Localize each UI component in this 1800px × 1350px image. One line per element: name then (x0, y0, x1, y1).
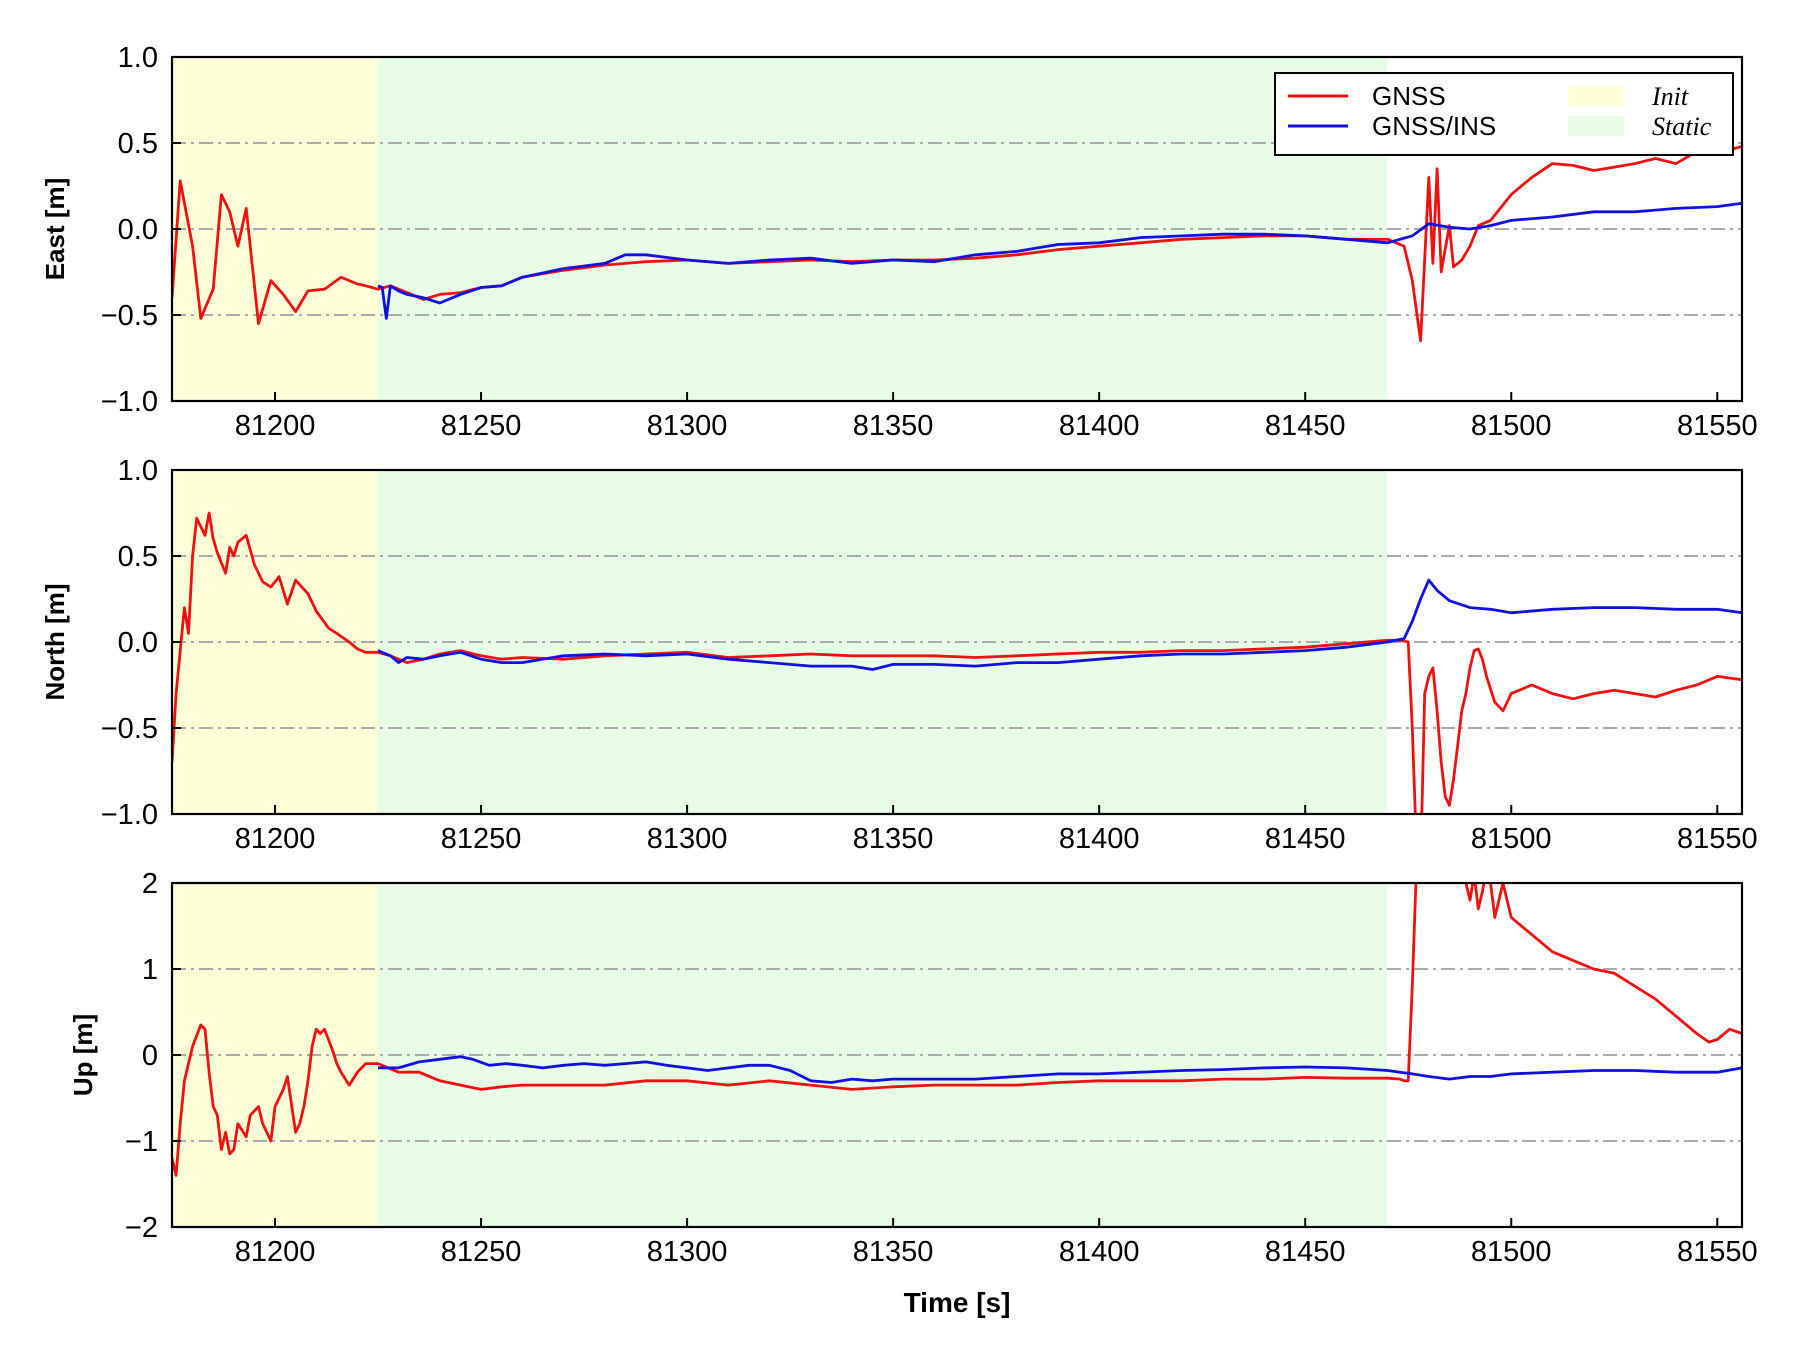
legend-static-swatch (1568, 116, 1624, 136)
up-x-tick-label-81250: 81250 (441, 1236, 522, 1268)
north-x-tick-label-81400: 81400 (1059, 823, 1140, 855)
up-x-tick-label-81350: 81350 (853, 1236, 934, 1268)
north-y-tick-label-2: 0.0 (118, 627, 158, 659)
legend-box (1274, 72, 1734, 156)
east-x-tick-label-81500: 81500 (1471, 410, 1552, 442)
legend-init-swatch (1568, 86, 1624, 106)
north-y-tick-label-3: −0.5 (101, 713, 158, 745)
up-x-tick-label-81550: 81550 (1677, 1236, 1758, 1268)
east-panel: 81200 81250 81300 81350 81400 81450 81500 81550… (40, 42, 1758, 442)
north-panel: 81200 81250 81300 81350 81400 81450 81500 81550… (40, 455, 1758, 855)
up-panel: 81200 81250 81300 81350 81400 81450 81500 81550… (68, 868, 1758, 1268)
east-x-tick-label-81250: 81250 (441, 410, 522, 442)
east-y-axis-label: East [m] (40, 178, 70, 281)
up-series (172, 883, 1742, 1177)
east-x-tick-label-81450: 81450 (1265, 410, 1346, 442)
legend-init-label: Init (1651, 82, 1689, 111)
up-y-ticks: 2 1 0 −1 −2 (125, 868, 181, 1244)
north-series-gnss (172, 511, 1742, 814)
north-x-tick-label-81300: 81300 (647, 823, 728, 855)
north-x-tick-label-81250: 81250 (441, 823, 522, 855)
legend: GNSS GNSS/INS Init Static (1274, 72, 1734, 156)
north-axes-frame (170, 468, 1744, 816)
east-y-tick-label-3: −0.5 (101, 300, 158, 332)
east-y-tick-label-4: −1.0 (101, 386, 158, 418)
north-x-tick-label-81550: 81550 (1677, 823, 1758, 855)
east-x-tick-label-81550: 81550 (1677, 410, 1758, 442)
east-axes-frame (170, 55, 1744, 403)
up-x-tick-label-81300: 81300 (647, 1236, 728, 1268)
north-y-ticks: 1.0 0.5 0.0 −0.5 −1.0 (101, 455, 181, 831)
up-y-tick-label-4: −2 (125, 1212, 158, 1244)
up-series-gnss-ins (378, 1055, 1742, 1084)
north-series-gnss-ins (377, 578, 1742, 671)
up-gridlines (172, 968, 1742, 1142)
up-x-tick-label-81400: 81400 (1059, 1236, 1140, 1268)
east-series-gnss-ins (377, 201, 1742, 320)
north-x-tick-label-81200: 81200 (235, 823, 316, 855)
north-x-tick-label-81350: 81350 (853, 823, 934, 855)
north-y-axis-label: North [m] (40, 584, 70, 701)
east-series (172, 143, 1742, 343)
up-y-tick-label-3: −1 (125, 1126, 158, 1158)
east-y-ticks: 1.0 0.5 0.0 −0.5 −1.0 (101, 42, 181, 418)
east-y-tick-label-0: 1.0 (118, 42, 158, 74)
up-x-ticks: 81200 81250 81300 81350 81400 81450 81500 81550 (235, 1218, 1758, 1268)
east-y-tick-label-1: 0.5 (118, 128, 158, 160)
north-x-tick-label-81450: 81450 (1265, 823, 1346, 855)
east-y-tick-label-2: 0.0 (118, 214, 158, 246)
up-y-tick-label-0: 2 (142, 868, 158, 900)
legend-gnss-ins-label: GNSS/INS (1372, 111, 1496, 141)
up-x-tick-label-81500: 81500 (1471, 1236, 1552, 1268)
north-x-tick-label-81500: 81500 (1471, 823, 1552, 855)
north-gridlines (172, 555, 1742, 729)
legend-static-label: Static (1652, 112, 1712, 141)
north-y-tick-label-1: 0.5 (118, 541, 158, 573)
north-x-ticks: 81200 81250 81300 81350 81400 81450 81500 81550 (235, 805, 1758, 855)
up-y-tick-label-1: 1 (142, 954, 158, 986)
up-x-tick-label-81450: 81450 (1265, 1236, 1346, 1268)
north-y-tick-label-4: −1.0 (101, 799, 158, 831)
up-x-tick-label-81200: 81200 (235, 1236, 316, 1268)
north-y-tick-label-0: 1.0 (118, 455, 158, 487)
east-x-tick-label-81200: 81200 (235, 410, 316, 442)
east-x-tick-label-81300: 81300 (647, 410, 728, 442)
x-axis-label: Time [s] (904, 1287, 1011, 1318)
up-axes-frame (170, 881, 1744, 1229)
east-x-tick-label-81400: 81400 (1059, 410, 1140, 442)
legend-gnss-label: GNSS (1372, 81, 1446, 111)
up-series-gnss (172, 883, 1742, 1177)
east-x-ticks: 81200 81250 81300 81350 81400 81450 81500 81550 (235, 392, 1758, 442)
up-y-tick-label-2: 0 (142, 1040, 158, 1072)
north-series (172, 511, 1742, 814)
up-y-axis-label: Up [m] (68, 1014, 98, 1096)
east-x-tick-label-81350: 81350 (853, 410, 934, 442)
